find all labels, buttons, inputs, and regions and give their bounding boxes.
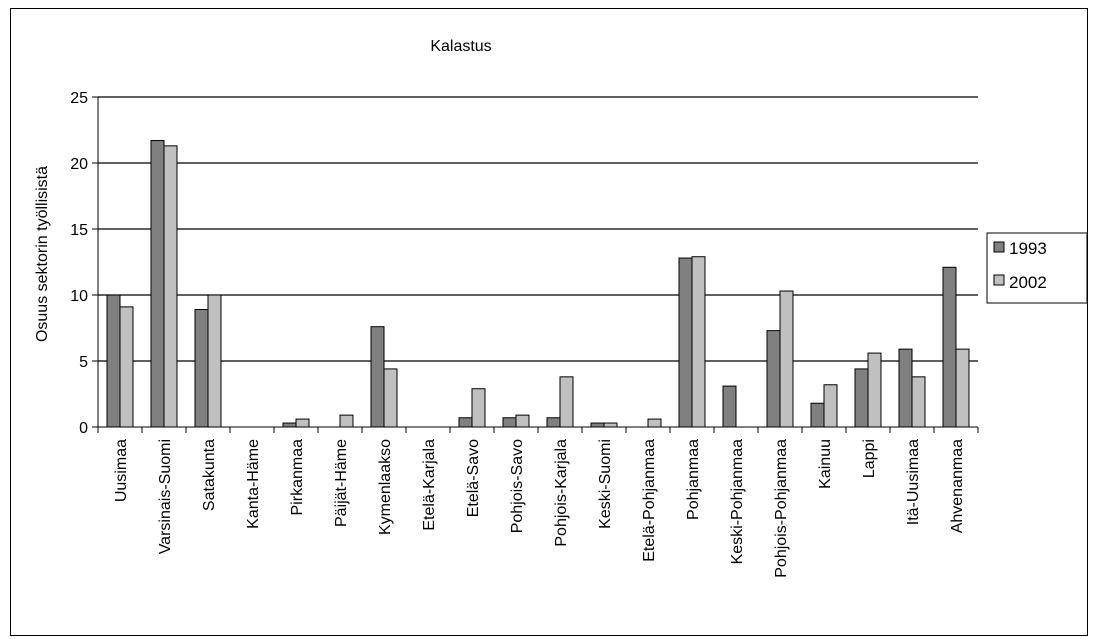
bar-2002 — [603, 422, 618, 428]
bar-2002 — [955, 348, 970, 428]
bar-1993 — [150, 140, 165, 428]
bar-2002 — [691, 256, 706, 428]
bar-2002 — [383, 368, 398, 428]
legend-swatch-2002 — [993, 274, 1005, 286]
y-tick-label: 10 — [70, 288, 88, 305]
bar-2002 — [911, 376, 926, 428]
x-tick-label: Pohjois-Savo — [509, 439, 526, 533]
x-tick-label: Etelä-Karjala — [421, 439, 438, 531]
bar-chart: Kalastus Osuus sektorin työllisistä 0 5 10… — [34, 38, 1088, 578]
bar-1993 — [590, 422, 605, 428]
bar-1993 — [766, 330, 781, 428]
x-tick-label: Kanta-Häme — [245, 439, 262, 529]
bar-2002 — [559, 376, 574, 428]
chart-title: Kalastus — [430, 38, 491, 55]
bar-2002 — [823, 384, 838, 428]
legend-label-1993: 1993 — [1009, 239, 1047, 258]
bar-1993 — [810, 402, 825, 428]
y-axis-label: Osuus sektorin työllisistä — [34, 166, 51, 342]
x-tick-label: Pirkanmaa — [289, 439, 306, 516]
x-tick-labels: Uusimaa Varsinais-Suomi Satakunta Kanta-Häm… — [113, 439, 966, 578]
bar-2002 — [119, 306, 134, 428]
x-tick-label: Pohjois-Pohjanmaa — [773, 439, 790, 578]
y-tick-label: 25 — [70, 90, 88, 107]
bar-2002 — [471, 388, 486, 428]
x-tick-label: Päijät-Häme — [333, 439, 350, 527]
bar-2002 — [779, 290, 794, 428]
y-tick-label: 15 — [70, 222, 88, 239]
bar-2002 — [647, 418, 662, 428]
bar-2002 — [207, 294, 222, 428]
bar-1993 — [106, 294, 121, 428]
x-tick-label: Itä-Uusimaa — [905, 439, 922, 525]
x-tick-label: Keski-Suomi — [597, 439, 614, 529]
y-tick-label: 20 — [70, 156, 88, 173]
bar-1993 — [282, 422, 297, 428]
bars — [106, 140, 970, 428]
x-tick-label: Lappi — [861, 439, 878, 478]
bar-1993 — [194, 309, 209, 428]
bar-1993 — [898, 348, 913, 428]
bar-1993 — [942, 266, 957, 428]
axes — [92, 96, 979, 433]
x-tick-label: Uusimaa — [113, 439, 130, 502]
legend-swatch-1993 — [993, 241, 1005, 253]
gridlines — [98, 96, 978, 362]
bar-2002 — [339, 414, 354, 428]
bar-1993 — [854, 368, 869, 428]
y-tick-labels: 0 5 10 15 20 25 — [70, 90, 88, 437]
x-tick-label: Satakunta — [201, 439, 218, 511]
bar-2002 — [515, 414, 530, 428]
x-tick-label: Pohjanmaa — [685, 439, 702, 520]
bar-1993 — [370, 326, 385, 428]
bar-1993 — [722, 385, 737, 428]
legend-label-2002: 2002 — [1009, 273, 1047, 292]
bar-1993 — [546, 417, 561, 428]
y-tick-label: 5 — [79, 354, 88, 371]
bar-1993 — [458, 417, 473, 428]
bar-1993 — [678, 257, 693, 428]
x-tick-label: Varsinais-Suomi — [157, 439, 174, 554]
bar-1993 — [502, 417, 517, 428]
chart-frame: Kalastus Osuus sektorin työllisistä 0 5 10… — [10, 8, 1088, 636]
x-tick-label: Etelä-Savo — [465, 439, 482, 517]
x-tick-label: Kymenlaakso — [377, 439, 394, 535]
legend: 1993 2002 — [986, 232, 1088, 304]
legend-box — [986, 232, 1088, 304]
x-tick-label: Etelä-Pohjanmaa — [641, 439, 658, 562]
bar-2002 — [867, 352, 882, 428]
x-tick-label: Ahvenanmaa — [949, 439, 966, 533]
x-tick-label: Kainuu — [817, 439, 834, 489]
bar-2002 — [163, 145, 178, 428]
bar-2002 — [295, 418, 310, 428]
x-tick-label: Pohjois-Karjala — [553, 439, 570, 547]
y-tick-label: 0 — [79, 420, 88, 437]
x-tick-label: Keski-Pohjanmaa — [729, 439, 746, 565]
